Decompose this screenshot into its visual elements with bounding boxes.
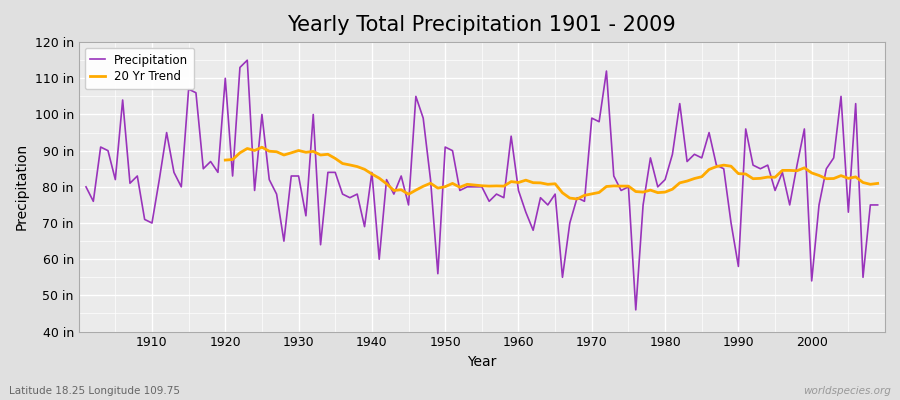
20 Yr Trend (315, 153, 326, 158)
20 Yr Trend (572, 196, 582, 201)
Line: Precipitation: Precipitation (86, 60, 878, 310)
Text: worldspecies.org: worldspecies.org (803, 386, 891, 396)
20 Yr Trend (858, 180, 868, 185)
Precipitation (872, 202, 883, 207)
Line: 20 Yr Trend: 20 Yr Trend (225, 147, 878, 199)
X-axis label: Year: Year (467, 355, 497, 369)
Precipitation (630, 308, 641, 312)
Precipitation (81, 184, 92, 189)
Legend: Precipitation, 20 Yr Trend: Precipitation, 20 Yr Trend (85, 48, 194, 89)
20 Yr Trend (777, 168, 788, 173)
Precipitation (140, 217, 150, 222)
Precipitation (608, 174, 619, 178)
Precipitation (308, 112, 319, 117)
20 Yr Trend (872, 181, 883, 186)
Precipitation (513, 188, 524, 193)
Y-axis label: Precipitation: Precipitation (15, 143, 29, 230)
Precipitation (352, 192, 363, 196)
20 Yr Trend (689, 176, 700, 181)
Title: Yearly Total Precipitation 1901 - 2009: Yearly Total Precipitation 1901 - 2009 (287, 15, 676, 35)
20 Yr Trend (425, 181, 436, 186)
Text: Latitude 18.25 Longitude 109.75: Latitude 18.25 Longitude 109.75 (9, 386, 180, 396)
20 Yr Trend (256, 145, 267, 150)
Precipitation (520, 210, 531, 214)
20 Yr Trend (220, 158, 230, 162)
20 Yr Trend (792, 168, 803, 173)
Precipitation (242, 58, 253, 63)
